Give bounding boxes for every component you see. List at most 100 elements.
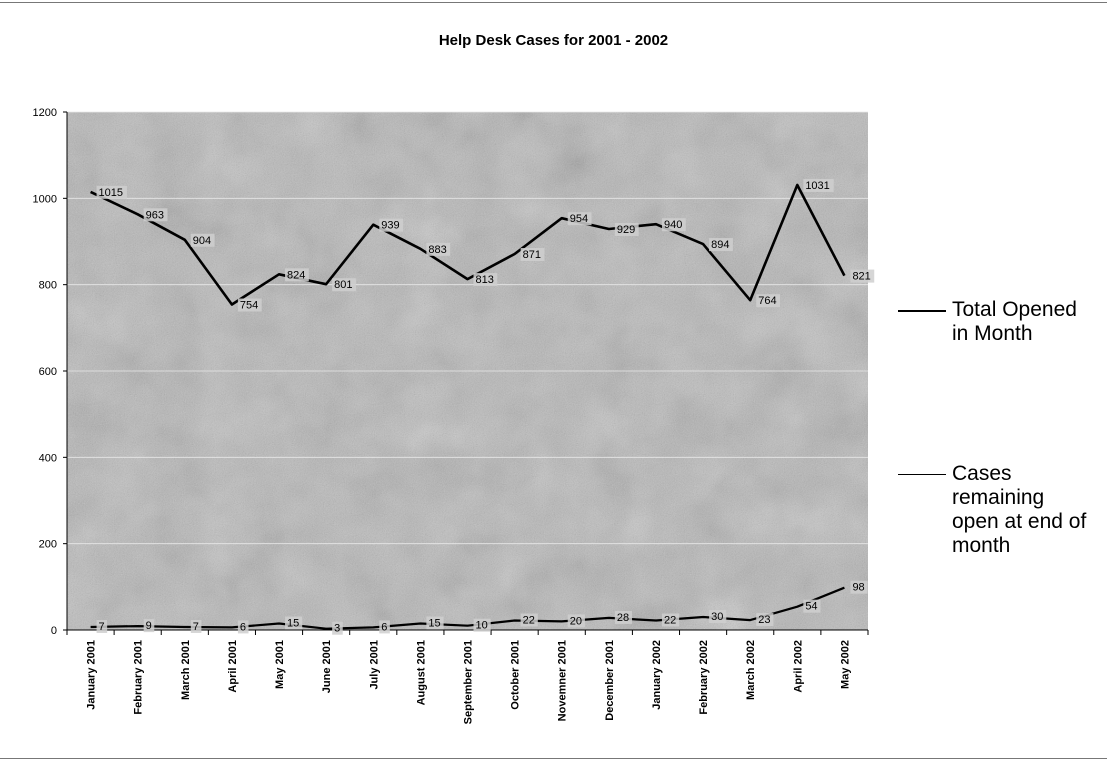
data-label-bg bbox=[661, 613, 680, 627]
data-label-bg bbox=[756, 294, 781, 308]
data-label-bg bbox=[520, 613, 538, 627]
data-label-bg bbox=[803, 178, 834, 192]
data-label: 54 bbox=[805, 601, 817, 613]
x-tick-label: May 2001 bbox=[274, 640, 286, 689]
data-label: 3 bbox=[334, 623, 340, 635]
data-label-bg bbox=[850, 580, 868, 594]
legend-entry-cases-remaining: Cases remaining open at end of month bbox=[898, 462, 1098, 558]
data-label-bg bbox=[850, 269, 875, 283]
data-label: 6 bbox=[381, 621, 387, 633]
x-tick-label: January 2002 bbox=[651, 640, 663, 710]
x-tick-label: Novemner 2001 bbox=[557, 640, 569, 721]
data-label-bg bbox=[143, 619, 155, 633]
series-line-total-opened bbox=[90, 183, 846, 306]
data-label-bg bbox=[332, 621, 343, 635]
data-label: 20 bbox=[570, 615, 582, 627]
data-label: 15 bbox=[428, 618, 440, 630]
y-tick-label: 600 bbox=[39, 366, 57, 378]
data-label: 871 bbox=[523, 249, 541, 261]
x-tick-label: February 2001 bbox=[133, 640, 145, 715]
x-tick-label: May 2002 bbox=[839, 640, 851, 689]
y-tick-label: 1200 bbox=[33, 107, 57, 119]
data-label-bg bbox=[473, 273, 498, 287]
data-label-bg bbox=[661, 218, 686, 232]
data-label-bg bbox=[332, 278, 356, 292]
data-label: 904 bbox=[193, 235, 211, 247]
data-label: 98 bbox=[852, 582, 864, 594]
data-label-bg bbox=[285, 616, 303, 630]
x-tick-label: October 2001 bbox=[510, 640, 522, 710]
data-label: 1031 bbox=[805, 180, 829, 192]
data-label-bg bbox=[190, 233, 215, 247]
legend-entry-total-opened: Total Opened in Month bbox=[898, 298, 1098, 346]
data-label: 954 bbox=[570, 213, 588, 225]
data-label: 813 bbox=[476, 274, 494, 286]
x-tick-label: September 2001 bbox=[463, 640, 475, 724]
y-axis-ticks: 0 200 400 600 800 1000 1200 bbox=[33, 107, 67, 637]
data-label: 7 bbox=[193, 621, 199, 633]
x-tick-label: August 2001 bbox=[415, 640, 427, 705]
data-label-bg bbox=[237, 620, 249, 634]
legend-swatch-cases-remaining bbox=[898, 474, 946, 475]
legend-label-total-opened: Total Opened in Month bbox=[952, 298, 1077, 345]
data-label: 824 bbox=[287, 269, 305, 281]
data-label: 929 bbox=[617, 224, 635, 236]
data-label: 28 bbox=[617, 612, 629, 624]
data-label: 6 bbox=[240, 621, 246, 633]
data-label: 22 bbox=[523, 615, 535, 627]
data-label: 23 bbox=[758, 614, 770, 626]
data-label: 801 bbox=[334, 279, 352, 291]
data-label: 22 bbox=[664, 615, 676, 627]
data-label: 821 bbox=[852, 271, 870, 283]
data-label: 7 bbox=[99, 621, 105, 633]
data-label-bg bbox=[96, 185, 127, 199]
data-label: 1015 bbox=[99, 187, 123, 199]
data-label-bg bbox=[803, 599, 821, 613]
y-tick-label: 0 bbox=[51, 625, 57, 637]
data-label-bg bbox=[614, 222, 639, 236]
x-axis-ticks: January 2001 February 2001 March 2001 April… bbox=[66, 630, 869, 724]
data-label-bg bbox=[426, 616, 444, 630]
data-label: 939 bbox=[381, 220, 399, 232]
chart-title: Help Desk Cases for 2001 - 2002 bbox=[438, 32, 669, 49]
data-label: 30 bbox=[711, 611, 723, 623]
legend-label-cases-remaining: Cases remaining open at end of month bbox=[952, 462, 1087, 557]
data-label-bg bbox=[473, 618, 491, 632]
legend-swatch-total-opened bbox=[898, 310, 946, 312]
data-label: 963 bbox=[146, 209, 164, 221]
bottom-border-line bbox=[0, 758, 1107, 759]
y-tick-label: 400 bbox=[39, 452, 57, 464]
y-tick-label: 200 bbox=[39, 539, 57, 551]
data-label: 754 bbox=[240, 300, 258, 312]
data-label-bg bbox=[709, 610, 727, 624]
data-label: 894 bbox=[711, 239, 729, 251]
x-tick-label: July 2001 bbox=[368, 640, 380, 690]
data-label-bg bbox=[379, 620, 390, 634]
data-label-bg bbox=[96, 619, 108, 633]
x-tick-label: April 2001 bbox=[227, 640, 239, 693]
y-tick-label: 1000 bbox=[33, 193, 57, 205]
data-label: 10 bbox=[476, 620, 488, 632]
data-label-bg bbox=[567, 212, 592, 226]
data-label-bg bbox=[756, 613, 774, 627]
data-label: 764 bbox=[758, 295, 776, 307]
y-tick-label: 800 bbox=[39, 280, 57, 292]
data-label-bg bbox=[426, 242, 451, 256]
data-label-bg bbox=[520, 248, 545, 262]
x-tick-label: April 2002 bbox=[792, 640, 804, 693]
data-label-bg bbox=[285, 268, 309, 282]
data-label-bg bbox=[614, 610, 633, 624]
gridlines bbox=[67, 111, 868, 545]
x-tick-label: December 2001 bbox=[604, 640, 616, 721]
data-label-bg bbox=[237, 298, 262, 312]
data-label: 940 bbox=[664, 219, 682, 231]
x-tick-label: February 2002 bbox=[698, 640, 710, 715]
x-tick-label: June 2001 bbox=[321, 640, 333, 693]
x-tick-label: March 2001 bbox=[180, 640, 192, 700]
data-label-bg bbox=[379, 218, 404, 232]
data-label-bg bbox=[709, 238, 733, 252]
top-border-line bbox=[0, 2, 1107, 3]
data-label-bg bbox=[143, 208, 168, 222]
